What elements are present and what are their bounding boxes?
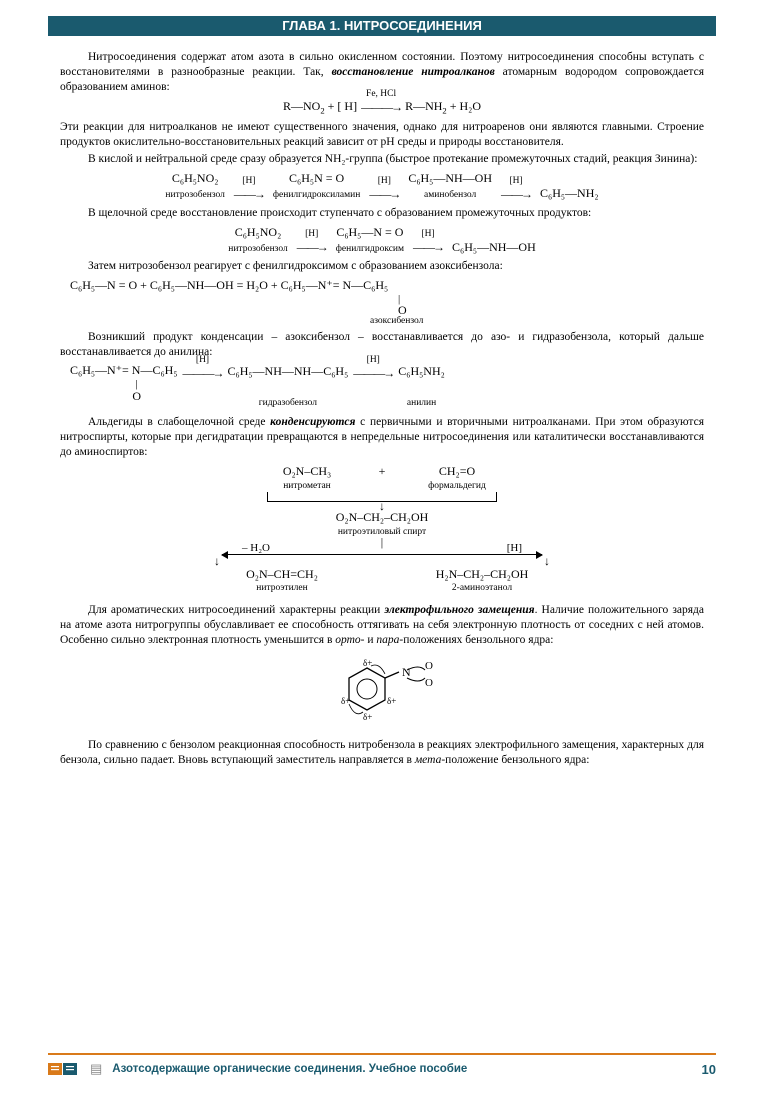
eq1-h: [ H] [337,99,357,113]
footer-doc-icon: ▤ [90,1061,102,1077]
p8-b: электрофильного замещения [384,604,534,616]
p8-e: - и [361,634,377,646]
p7-b: конденсируются [270,416,355,428]
paragraph-5: Затем нитрозобензол реагирует с фенилгид… [60,259,704,274]
footer-page-number: 10 [702,1062,716,1077]
eq3-s3: C₆H₅—NH—OH [452,240,536,254]
eq5-s3: C₆H₅NH₂ [398,364,445,378]
eq5-l2: гидразобензол [259,398,317,408]
eq5-l3: анилин [407,398,436,408]
eq3-l1: нитрозобензол [228,244,287,254]
eq1-right-sub: 2 [442,105,446,115]
eq4-label: азоксибензол [70,316,704,326]
eq2-a3-top: [H] [495,176,537,188]
eq1-plus2: + [450,99,460,113]
p8-d: орто [335,634,360,646]
footer-book-icon [48,1060,82,1078]
eq1-arrow: Fe, HCl ———→ [360,100,402,115]
eq2-l3: аминобензол [424,190,476,200]
scheme-r1a-lbl: нитрометан [252,480,362,492]
p9-a: По сравнению с бензолом реакционная спос… [60,739,704,766]
eq1-left: R—NO [283,99,320,113]
ring-d1: δ+ [363,658,372,668]
scheme-branch-r: [H] [507,541,522,555]
equation-5: C₆H₅—N⁺= N—C₆H₅ | O [H]———→ C₆H₅—NH—NH—C… [60,364,704,409]
equation-2: C₆H₅NO₂ нитрозобензол [H]——→ C₆H₅N = O ф… [60,171,704,202]
footer-title: Азотсодержащие органические соединения. … [112,1063,701,1075]
eq5-s1: C₆H₅—N⁺= N—C₆H₅ [70,363,178,377]
eq2-s1: C₆H₅NO₂ [172,171,219,185]
scheme-plus: + [362,464,402,480]
eq2-l2: фенилгидроксиламин [273,190,360,200]
p8-g: -положениях бензольного ядра: [399,634,553,646]
scheme-r3b: H₂N–CH₂–CH₂OH [436,567,529,581]
page-footer: ▤ Азотсодержащие органические соединения… [48,1053,716,1078]
paragraph-3: В кислой и нейтральной среде сразу образ… [60,152,704,167]
eq1-right: R—NH [405,99,442,113]
paragraph-7: Альдегиды в слабощелочной среде конденси… [60,415,704,460]
ring-o1: O [425,660,433,672]
ring-d2: δ+ [387,696,396,706]
eq1-plus: + [328,99,338,113]
scheme-r1b-lbl: формальдегид [402,480,512,492]
eq3-s1: C₆H₅NO₂ [235,225,282,239]
scheme-r3a: O₂N–CH=CH₂ [246,567,318,581]
p8-a: Для ароматических нитросоединений характ… [88,604,384,616]
p1-b: восстановление нитроалканов [332,66,495,78]
scheme-r1b: CH₂=O [439,464,475,478]
equation-3: C₆H₅NO₂ нитрозобензол [H]——→ C₆H₅—N = O … [60,225,704,256]
eq4-line: C₆H₅—N = O + C₆H₅—NH—OH = H₂O + C₆H₅—N⁺=… [70,278,388,292]
reaction-scheme: O₂N–CH₃ нитрометан + CH₂=O формальдегид … [212,464,552,595]
scheme-branch-l: – H₂O [242,541,270,555]
paragraph-8: Для ароматических нитросоединений характ… [60,603,704,648]
p9-c: -положение бензольного ядра: [441,754,589,766]
eq2-s4: C₆H₅—NH₂ [540,186,599,200]
eq1-h2o: H₂O [460,99,482,113]
eq5-a2-top: [H] [352,355,394,367]
scheme-r3a-lbl: нитроэтилен [212,582,352,594]
eq2-s2: C₆H₅N = O [289,171,344,185]
p7-a: Альдегиды в слабощелочной среде [88,416,270,428]
eq2-a1-top: [H] [228,176,270,188]
eq2-l1: нитрозобензол [165,190,224,200]
paragraph-9: По сравнению с бензолом реакционная спос… [60,738,704,768]
scheme-r3b-lbl: 2-аминоэтанол [412,582,552,594]
eq1-left-sub: 2 [320,105,324,115]
eq2-a2-top: [H] [363,176,405,188]
equation-1: R—NO2 + [ H] Fe, HCl ———→ R—NH2 + H₂O [60,99,704,116]
eq5-a1-top: [H] [182,355,224,367]
p9-b: мета [415,754,442,766]
ring-o2: O [425,677,433,689]
eq4-o: O [398,303,407,317]
paragraph-2: Эти реакции для нитроалканов не имеют су… [60,120,704,150]
eq3-l2: фенилгидроксим [336,244,404,254]
eq3-a2-top: [H] [407,229,449,241]
ring-n: N [402,665,411,679]
eq1-arrow-label: Fe, HCl [360,89,402,101]
benzene-diagram: N O O δ+ δ+ δ+ δ+ [342,656,422,730]
eq3-a1-top: [H] [291,229,333,241]
equation-4: C₆H₅—N = O + C₆H₅—NH—OH = H₂O + C₆H₅—N⁺=… [60,278,704,326]
chapter-header: ГЛАВА 1. НИТРОСОЕДИНЕНИЯ [48,16,716,36]
page-content: Нитросоединения содержат атом азота в си… [0,36,764,767]
eq5-o: O [106,389,141,403]
ring-d4: δ+ [363,712,372,722]
p8-f: пара [376,634,399,646]
eq3-s2: C₆H₅—N = O [336,225,403,239]
eq2-s3: C₆H₅—NH—OH [408,171,492,185]
eq5-s2: C₆H₅—NH—NH—C₆H₅ [228,364,349,378]
paragraph-4: В щелочной среде восстановление происход… [60,206,704,221]
scheme-r1a: O₂N–CH₃ [283,464,331,478]
